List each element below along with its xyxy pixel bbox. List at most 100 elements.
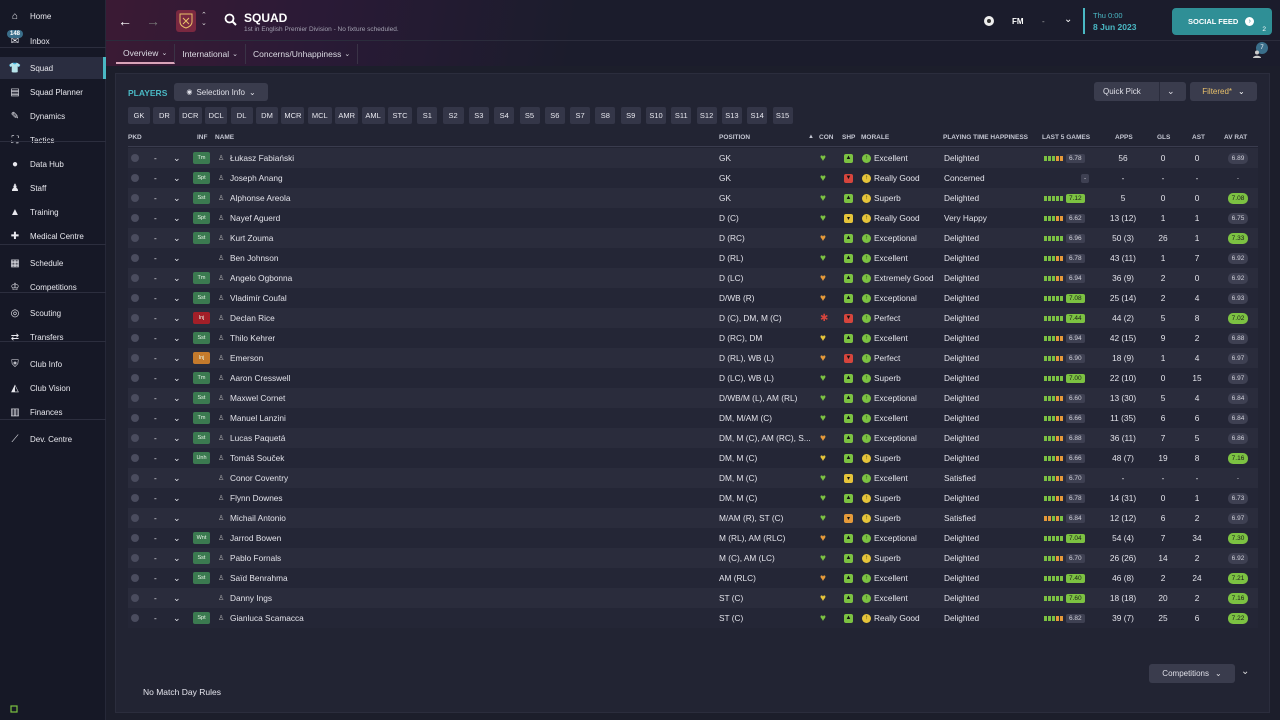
position-filter-mcr[interactable]: MCR [281,107,305,124]
sidebar-item-squad-planner[interactable]: ▤ Squad Planner [0,81,106,103]
row-expand-chevron-icon[interactable]: ⌄ [173,412,181,423]
row-expand-chevron-icon[interactable]: ⌄ [173,212,181,223]
row-expand-chevron-icon[interactable]: ⌄ [173,592,181,603]
row-expand-chevron-icon[interactable]: ⌄ [173,272,181,283]
pick-checkbox[interactable] [131,588,139,608]
row-expand-chevron-icon[interactable]: ⌄ [173,452,181,463]
player-name[interactable]: Angelo Ogbonna [230,273,293,283]
position-filter-s14[interactable]: S14 [747,107,768,124]
pick-checkbox[interactable] [131,308,139,328]
col-morale[interactable]: MORALE [861,134,890,141]
row-expand-chevron-icon[interactable]: ⌄ [173,332,181,343]
pick-checkbox[interactable] [131,268,139,288]
pick-checkbox[interactable] [131,508,139,528]
position-filter-amr[interactable]: AMR [335,107,359,124]
position-filter-s1[interactable]: S1 [417,107,438,124]
player-name[interactable]: Conor Coventry [230,473,289,483]
sidebar-item-squad[interactable]: 👕 Squad [0,57,106,79]
sidebar-item-dynamics[interactable]: ✎ Dynamics [0,105,106,127]
sidebar-item-training[interactable]: ▲ Training [0,201,106,223]
position-filter-s15[interactable]: S15 [772,107,793,124]
club-switch-icon[interactable]: ⌃ ⌄ [201,12,207,27]
position-filter-dcr[interactable]: DCR [178,107,202,124]
player-name[interactable]: Manuel Lanzini [230,413,286,423]
table-row[interactable]: - ⌄ Tm ♙ Manuel Lanzini DM, M/AM (C) ♥ ▲ ↑ Excell… [128,408,1258,428]
table-row[interactable]: - ⌄ ♙ Conor Coventry DM, M (C) ♥ ▾ ↑ Excellent Sa… [128,468,1258,488]
position-filter-stc[interactable]: STC [388,107,412,124]
table-row[interactable]: - ⌄ Sst ♙ Lucas Paquetá DM, M (C), AM (RC), S… [128,428,1258,448]
position-filter-s10[interactable]: S10 [646,107,666,124]
social-feed-button[interactable]: SOCIAL FEED › 2 [1172,8,1272,35]
pick-checkbox[interactable] [131,488,139,508]
table-row[interactable]: - ⌄ ♙ Danny Ings ST (C) ♥ ▲ ↑ Excellent Delighted… [128,588,1258,608]
row-expand-chevron-icon[interactable]: ⌄ [173,352,181,363]
ball-icon[interactable] [983,15,995,27]
col-apps[interactable]: APPS [1115,134,1133,141]
pick-checkbox[interactable] [131,208,139,228]
pick-checkbox[interactable] [131,228,139,248]
pick-checkbox[interactable] [131,288,139,308]
player-name[interactable]: Maxwel Cornet [230,393,286,403]
position-filter-aml[interactable]: AML [361,107,385,124]
row-expand-chevron-icon[interactable]: ⌄ [173,312,181,323]
sidebar-item-tactics[interactable]: ⛶ Tactics [0,129,106,151]
player-name[interactable]: Tomáš Souček [230,453,285,463]
sidebar-item-finances[interactable]: ▥ Finances [0,401,106,423]
table-row[interactable]: - ⌄ ♙ Ben Johnson D (RL) ♥ ▲ ↑ Excellent Delighte… [128,248,1258,268]
row-expand-chevron-icon[interactable]: ⌄ [173,612,181,623]
position-filter-s9[interactable]: S9 [620,107,641,124]
table-row[interactable]: - ⌄ Spt ♙ Nayef Aguerd D (C) ♥ ▾ ↑ Really Good Ver… [128,208,1258,228]
search-icon[interactable] [224,13,237,26]
pick-checkbox[interactable] [131,568,139,588]
forward-arrow-icon[interactable]: → [146,13,160,29]
player-name[interactable]: Emerson [230,353,264,363]
player-name[interactable]: Michail Antonio [230,513,286,523]
filtered-button[interactable]: Filtered* ⌄ [1190,82,1257,101]
position-filter-s13[interactable]: S13 [721,107,742,124]
row-expand-chevron-icon[interactable]: ⌄ [173,252,181,263]
player-name[interactable]: Thilo Kehrer [230,333,276,343]
table-row[interactable]: - ⌄ Sst ♙ Maxwel Cornet D/WB/M (L), AM (RL) ♥ ▲… [128,388,1258,408]
col-ast[interactable]: AST [1192,134,1205,141]
position-filter-s12[interactable]: S12 [696,107,717,124]
player-name[interactable]: Vladimír Coufal [230,293,287,303]
row-expand-chevron-icon[interactable]: ⌄ [173,372,181,383]
table-row[interactable]: - ⌄ ♙ Michail Antonio M/AM (R), ST (C) ♥ ▾ ↑ Sup… [128,508,1258,528]
row-expand-chevron-icon[interactable]: ⌄ [173,492,181,503]
col-shp[interactable]: SHP [842,134,856,141]
col-name[interactable]: NAME [215,134,235,141]
row-expand-chevron-icon[interactable]: ⌄ [173,472,181,483]
player-name[interactable]: Aaron Cresswell [230,373,291,383]
player-name[interactable]: Alphonse Areola [230,193,291,203]
sidebar-item-medical-centre[interactable]: ✚ Medical Centre [0,225,106,247]
row-expand-chevron-icon[interactable]: ⌄ [173,572,181,583]
position-filter-s6[interactable]: S6 [544,107,565,124]
position-filter-gk[interactable]: GK [128,107,150,124]
pick-checkbox[interactable] [131,188,139,208]
club-crest-icon[interactable] [176,10,196,32]
pick-checkbox[interactable] [131,408,139,428]
row-expand-chevron-icon[interactable]: ⌄ [173,532,181,543]
row-expand-chevron-icon[interactable]: ⌄ [173,552,181,563]
row-expand-chevron-icon[interactable]: ⌄ [173,392,181,403]
player-name[interactable]: Danny Ings [230,593,272,603]
sidebar-item-staff[interactable]: ♟ Staff [0,177,106,199]
sidebar-item-scouting[interactable]: ◎ Scouting [0,302,106,324]
position-filter-s4[interactable]: S4 [494,107,515,124]
tab-concerns-unhappiness[interactable]: Concerns/Unhappiness ⌄ [246,44,359,64]
col-happiness[interactable]: PLAYING TIME HAPPINESS [943,134,1028,141]
col-gls[interactable]: GLS [1157,134,1171,141]
pick-checkbox[interactable] [131,368,139,388]
table-row[interactable]: - ⌄ Sst ♙ Saïd Benrahma AM (RLC) ♥ ▲ ↑ Excellent D… [128,568,1258,588]
sidebar-item-competitions[interactable]: ♔ Competitions [0,276,106,298]
player-name[interactable]: Joseph Anang [230,173,283,183]
position-filter-mcl[interactable]: MCL [307,107,332,124]
sidebar-item-dev-centre[interactable]: ⟋ Dev. Centre [0,428,106,450]
sidebar-item-transfers[interactable]: ⇄ Transfers [0,326,106,348]
pick-checkbox[interactable] [131,148,139,168]
pick-checkbox[interactable] [131,528,139,548]
table-row[interactable]: - ⌄ ♙ Flynn Downes DM, M (C) ♥ ▲ ↑ Superb Delight… [128,488,1258,508]
player-name[interactable]: Flynn Downes [230,493,283,503]
player-name[interactable]: Jarrod Bowen [230,533,282,543]
col-pkd[interactable]: PKD [128,134,142,141]
